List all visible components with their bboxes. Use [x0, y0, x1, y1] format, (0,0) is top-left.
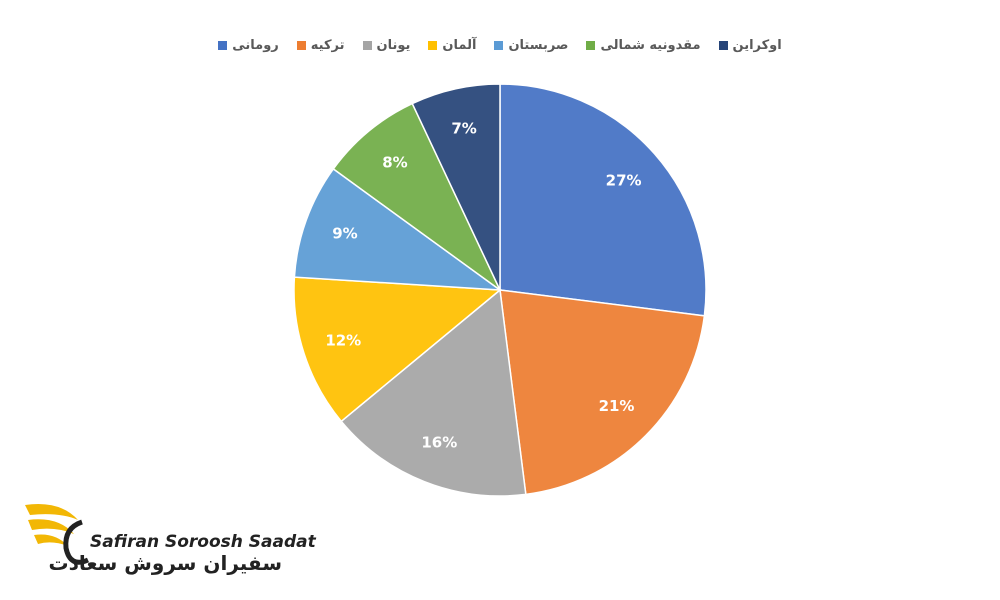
legend-label: اوکراین [732, 38, 782, 53]
data-label: 16% [421, 434, 457, 452]
legend-item: صربستان [494, 38, 568, 53]
legend-label: صربستان [508, 38, 569, 53]
legend-label: رومانی [232, 38, 279, 53]
data-label: 8% [382, 154, 407, 172]
legend-swatch [718, 41, 728, 50]
legend-swatch [428, 41, 438, 50]
legend-swatch [586, 41, 596, 50]
legend-swatch [362, 41, 372, 50]
logo-wing [25, 504, 78, 546]
legend-item: رومانی [218, 38, 279, 53]
pie-slice [499, 289, 706, 496]
legend: رومانی ترکیه یونان آلمان صربستان مقدونیه شمال… [0, 38, 1000, 53]
pie [293, 83, 707, 497]
logo: Safiran Soroosh Saadat سفیران سروش سعادت [25, 504, 317, 575]
legend-swatch [218, 41, 228, 50]
data-label: 27% [606, 172, 642, 190]
legend-label: یونان [376, 38, 411, 53]
legend-label: ترکیه [310, 38, 345, 53]
legend-swatch [494, 41, 504, 50]
legend-label: آلمان [442, 38, 477, 53]
pie-slice [293, 276, 502, 423]
pie-slice [499, 83, 707, 317]
logo-latin: Safiran Soroosh Saadat [90, 532, 317, 552]
data-label: 7% [451, 120, 476, 138]
legend-swatch [296, 41, 306, 50]
pie-slice [340, 288, 527, 497]
legend-label: مقدونیه شمالی [600, 38, 701, 53]
logo-persian: سفیران سروش سعادت [49, 551, 283, 575]
data-label: 12% [325, 331, 361, 349]
legend-item: ترکیه [296, 38, 345, 53]
pie-slice [411, 83, 501, 291]
data-label: 9% [332, 225, 357, 243]
legend-item: یونان [362, 38, 411, 53]
data-label: 21% [599, 397, 635, 415]
legend-item: آلمان [428, 38, 476, 53]
pie-slice [293, 167, 503, 291]
legend-item: اوکراین [718, 38, 782, 53]
logo-swan [63, 519, 90, 565]
legend-item: مقدونیه شمالی [586, 38, 701, 53]
pie-slice [332, 102, 501, 291]
